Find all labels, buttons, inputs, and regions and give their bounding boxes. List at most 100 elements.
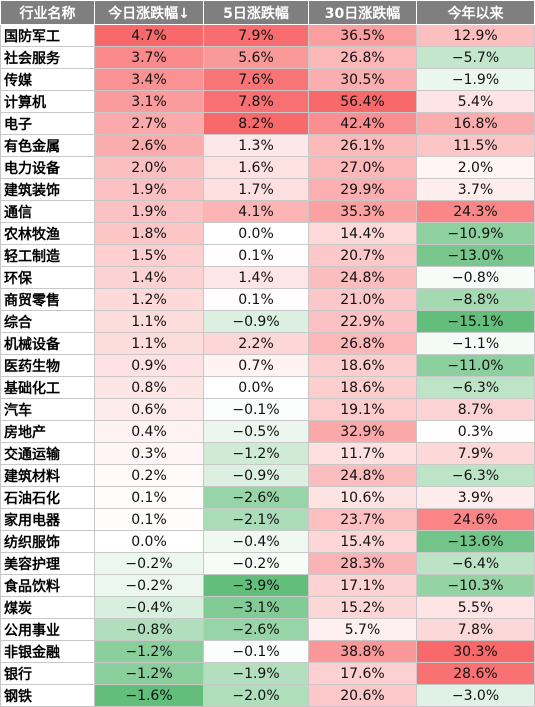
ytd-change-cell: 16.8% <box>416 112 535 135</box>
ytd-change-cell: 28.6% <box>416 662 535 685</box>
table-row: 电力设备 2.0% 1.6% 27.0% 2.0% <box>0 156 535 179</box>
industry-name-cell: 轻工制造 <box>0 244 95 267</box>
30day-change-cell: 18.6% <box>308 376 417 399</box>
5day-change-cell: 2.2% <box>203 332 309 355</box>
industry-name-cell: 非银金融 <box>0 640 95 663</box>
table-row: 国防军工 4.7% 7.9% 36.5% 12.9% <box>0 24 535 47</box>
ytd-change-cell: −8.8% <box>416 288 535 311</box>
today-change-cell: 4.7% <box>94 24 204 47</box>
industry-name-cell: 综合 <box>0 310 95 333</box>
30day-change-cell: 17.1% <box>308 574 417 597</box>
industry-name-cell: 美容护理 <box>0 552 95 575</box>
ytd-change-cell: 7.8% <box>416 618 535 641</box>
industry-name-cell: 石油石化 <box>0 486 95 509</box>
table-row: 社会服务 3.7% 5.6% 26.8% −5.7% <box>0 46 535 69</box>
30day-change-cell: 20.6% <box>308 684 417 707</box>
30day-change-cell: 15.4% <box>308 530 417 553</box>
30day-change-cell: 26.8% <box>308 332 417 355</box>
30day-change-cell: 26.8% <box>308 46 417 69</box>
ytd-change-cell: −3.0% <box>416 684 535 707</box>
today-change-cell: −0.2% <box>94 552 204 575</box>
industry-name-cell: 通信 <box>0 200 95 223</box>
30day-change-cell: 42.4% <box>308 112 417 135</box>
today-change-cell: −0.4% <box>94 596 204 619</box>
industry-name-cell: 环保 <box>0 266 95 289</box>
ytd-change-cell: 5.5% <box>416 596 535 619</box>
5day-change-cell: −0.1% <box>203 640 309 663</box>
industry-name-cell: 房地产 <box>0 420 95 443</box>
ytd-change-cell: 3.7% <box>416 178 535 201</box>
ytd-change-cell: −6.3% <box>416 376 535 399</box>
industry-name-cell: 传媒 <box>0 68 95 91</box>
5day-change-cell: −0.9% <box>203 464 309 487</box>
industry-name-cell: 建筑材料 <box>0 464 95 487</box>
table-row: 食品饮料 −0.2% −3.9% 17.1% −10.3% <box>0 574 535 597</box>
ytd-change-cell: 5.4% <box>416 90 535 113</box>
30day-change-cell: 23.7% <box>308 508 417 531</box>
5day-change-cell: 7.8% <box>203 90 309 113</box>
header-5day-change[interactable]: 5日涨跌幅 <box>203 0 309 25</box>
today-change-cell: 1.5% <box>94 244 204 267</box>
ytd-change-cell: −13.6% <box>416 530 535 553</box>
industry-name-cell: 社会服务 <box>0 46 95 69</box>
today-change-cell: 0.1% <box>94 486 204 509</box>
industry-name-cell: 计算机 <box>0 90 95 113</box>
5day-change-cell: −1.9% <box>203 662 309 685</box>
ytd-change-cell: −11.0% <box>416 354 535 377</box>
5day-change-cell: 0.1% <box>203 288 309 311</box>
table-row: 有色金属 2.6% 1.3% 26.1% 11.5% <box>0 134 535 157</box>
industry-name-cell: 机械设备 <box>0 332 95 355</box>
today-change-cell: 1.1% <box>94 332 204 355</box>
table-row: 电子 2.7% 8.2% 42.4% 16.8% <box>0 112 535 135</box>
5day-change-cell: 8.2% <box>203 112 309 135</box>
today-change-cell: 1.9% <box>94 178 204 201</box>
industry-name-cell: 银行 <box>0 662 95 685</box>
30day-change-cell: 32.9% <box>308 420 417 443</box>
table-row: 综合 1.1% −0.9% 22.9% −15.1% <box>0 310 535 333</box>
table-row: 纺织服饰 0.0% −0.4% 15.4% −13.6% <box>0 530 535 553</box>
5day-change-cell: −0.9% <box>203 310 309 333</box>
table-row: 房地产 0.4% −0.5% 32.9% 0.3% <box>0 420 535 443</box>
30day-change-cell: 18.6% <box>308 354 417 377</box>
today-change-cell: 2.0% <box>94 156 204 179</box>
30day-change-cell: 27.0% <box>308 156 417 179</box>
today-change-cell: 0.2% <box>94 464 204 487</box>
30day-change-cell: 26.1% <box>308 134 417 157</box>
5day-change-cell: 1.7% <box>203 178 309 201</box>
today-change-cell: 3.1% <box>94 90 204 113</box>
table-row: 银行 −1.2% −1.9% 17.6% 28.6% <box>0 662 535 685</box>
header-today-change[interactable]: 今日涨跌幅↓ <box>94 0 204 25</box>
ytd-change-cell: −6.4% <box>416 552 535 575</box>
table-row: 轻工制造 1.5% 0.1% 20.7% −13.0% <box>0 244 535 267</box>
5day-change-cell: 0.0% <box>203 222 309 245</box>
industry-name-cell: 家用电器 <box>0 508 95 531</box>
5day-change-cell: 5.6% <box>203 46 309 69</box>
ytd-change-cell: 0.3% <box>416 420 535 443</box>
header-ytd-change[interactable]: 今年以来 <box>416 0 535 25</box>
table-row: 家用电器 0.1% −2.1% 23.7% 24.6% <box>0 508 535 531</box>
header-30day-change[interactable]: 30日涨跌幅 <box>308 0 417 25</box>
header-row: 行业名称 今日涨跌幅↓ 5日涨跌幅 30日涨跌幅 今年以来 <box>0 0 535 25</box>
table-row: 医药生物 0.9% 0.7% 18.6% −11.0% <box>0 354 535 377</box>
today-change-cell: 0.9% <box>94 354 204 377</box>
ytd-change-cell: 3.9% <box>416 486 535 509</box>
industry-name-cell: 煤炭 <box>0 596 95 619</box>
30day-change-cell: 22.9% <box>308 310 417 333</box>
30day-change-cell: 20.7% <box>308 244 417 267</box>
table-row: 公用事业 −0.8% −2.6% 5.7% 7.8% <box>0 618 535 641</box>
5day-change-cell: 7.6% <box>203 68 309 91</box>
today-change-cell: 1.8% <box>94 222 204 245</box>
5day-change-cell: −0.4% <box>203 530 309 553</box>
30day-change-cell: 28.3% <box>308 552 417 575</box>
30day-change-cell: 21.0% <box>308 288 417 311</box>
industry-name-cell: 交通运输 <box>0 442 95 465</box>
30day-change-cell: 36.5% <box>308 24 417 47</box>
industry-name-cell: 国防军工 <box>0 24 95 47</box>
table-row: 非银金融 −1.2% −0.1% 38.8% 30.3% <box>0 640 535 663</box>
30day-change-cell: 17.6% <box>308 662 417 685</box>
30day-change-cell: 38.8% <box>308 640 417 663</box>
table-row: 建筑装饰 1.9% 1.7% 29.9% 3.7% <box>0 178 535 201</box>
industry-name-cell: 有色金属 <box>0 134 95 157</box>
ytd-change-cell: −1.1% <box>416 332 535 355</box>
30day-change-cell: 11.7% <box>308 442 417 465</box>
